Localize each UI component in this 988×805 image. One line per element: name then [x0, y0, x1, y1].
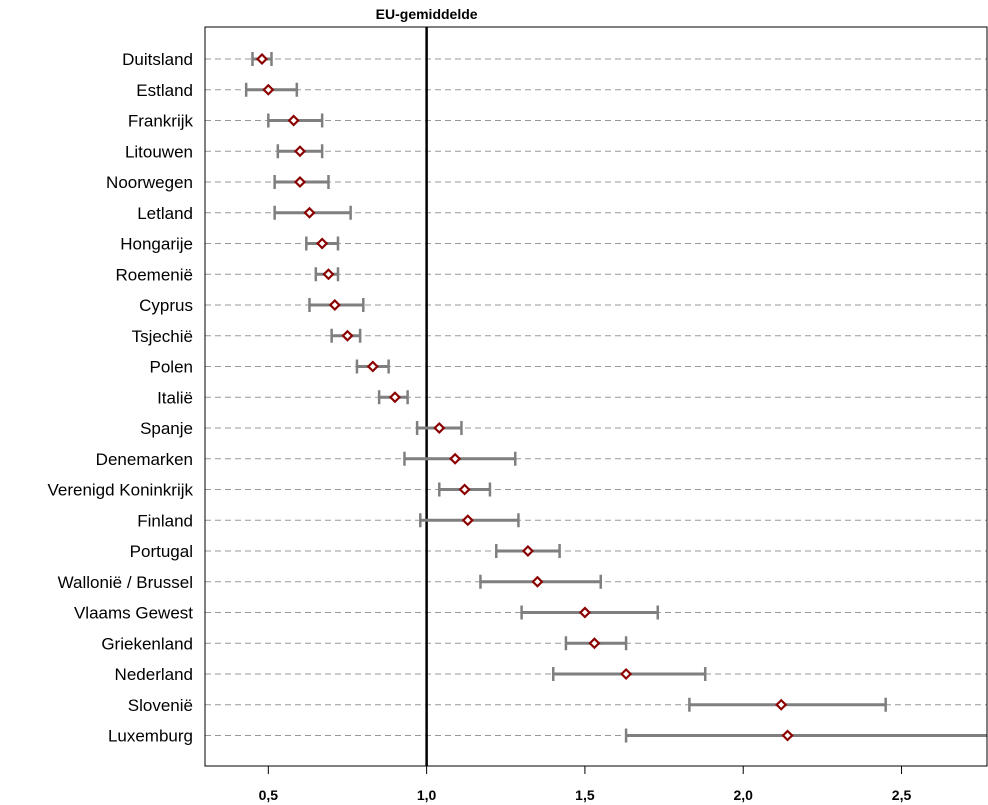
- category-label-wallonie-brussel: Wallonië / Brussel: [58, 573, 193, 592]
- marker-estland: [262, 83, 275, 96]
- category-label-noorwegen: Noorwegen: [106, 173, 193, 192]
- reference-line-label: EU-gemiddelde: [376, 6, 478, 22]
- x-tick-label-3: 2,0: [733, 787, 753, 803]
- category-label-vlaams-gewest: Vlaams Gewest: [74, 604, 193, 623]
- x-tick-label-2: 1,5: [575, 787, 595, 803]
- marker-spanje: [433, 421, 446, 435]
- category-label-denemarken: Denemarken: [96, 450, 193, 469]
- category-label-nederland: Nederland: [115, 665, 193, 684]
- grid-lines: [205, 58, 987, 736]
- category-label-duitsland: Duitsland: [122, 50, 193, 69]
- category-label-spanje: Spanje: [140, 419, 193, 438]
- marker-roemenie: [322, 268, 335, 281]
- error-bars: [244, 52, 987, 743]
- category-label-verenigd-koninkrijk: Verenigd Koninkrijk: [47, 481, 193, 500]
- marker-verenigd-koninkrijk: [458, 483, 471, 496]
- x-tick-label-4: 2,5: [892, 787, 912, 803]
- marker-duitsland: [255, 52, 269, 66]
- category-label-portugal: Portugal: [130, 542, 193, 561]
- category-label-estland: Estland: [136, 81, 193, 100]
- marker-slovenie: [775, 698, 788, 711]
- marker-italie: [388, 391, 402, 404]
- marker-cyprus: [328, 298, 341, 312]
- marker-letland: [303, 206, 316, 219]
- x-tick-label-0: 0,5: [259, 787, 279, 803]
- marker-vlaams-gewest: [578, 606, 591, 619]
- category-label-letland: Letland: [137, 204, 193, 223]
- category-labels: Duitsland Estland Frankrijk Litouwen Noorweg…: [47, 50, 193, 746]
- category-label-hongarije: Hongarije: [120, 235, 193, 254]
- category-label-frankrijk: Frankrijk: [128, 112, 194, 131]
- category-label-roemenie: Roemenië: [116, 265, 194, 284]
- category-label-slovenie: Slovenië: [128, 696, 193, 715]
- category-label-polen: Polen: [150, 358, 193, 377]
- category-label-litouwen: Litouwen: [125, 142, 193, 161]
- category-label-luxemburg: Luxemburg: [108, 727, 193, 746]
- marker-portugal: [521, 544, 534, 558]
- marker-noorwegen: [293, 175, 307, 189]
- point-markers: [255, 52, 794, 742]
- marker-finland: [461, 514, 474, 527]
- reference-line-group: EU-gemiddelde: [376, 6, 478, 766]
- marker-litouwen: [293, 145, 307, 158]
- marker-nederland: [620, 667, 633, 681]
- marker-tsjechie: [341, 329, 354, 342]
- plot-frame: [204, 26, 988, 767]
- x-axis-ticks: 0,5 1,0 1,5 2,0 2,5: [259, 766, 912, 803]
- marker-luxemburg: [781, 729, 794, 742]
- category-label-cyprus: Cyprus: [139, 296, 193, 315]
- marker-griekenland: [588, 637, 601, 650]
- marker-denemarken: [449, 452, 462, 465]
- category-label-finland: Finland: [137, 511, 193, 530]
- x-tick-label-1: 1,0: [417, 787, 437, 803]
- marker-hongarije: [316, 237, 329, 250]
- marker-frankrijk: [287, 114, 300, 127]
- marker-polen: [366, 360, 379, 373]
- marker-wallonie-brussel: [531, 575, 544, 588]
- category-label-tsjechie: Tsjechië: [132, 327, 193, 346]
- category-label-griekenland: Griekenland: [101, 634, 193, 653]
- category-label-italie: Italië: [157, 388, 193, 407]
